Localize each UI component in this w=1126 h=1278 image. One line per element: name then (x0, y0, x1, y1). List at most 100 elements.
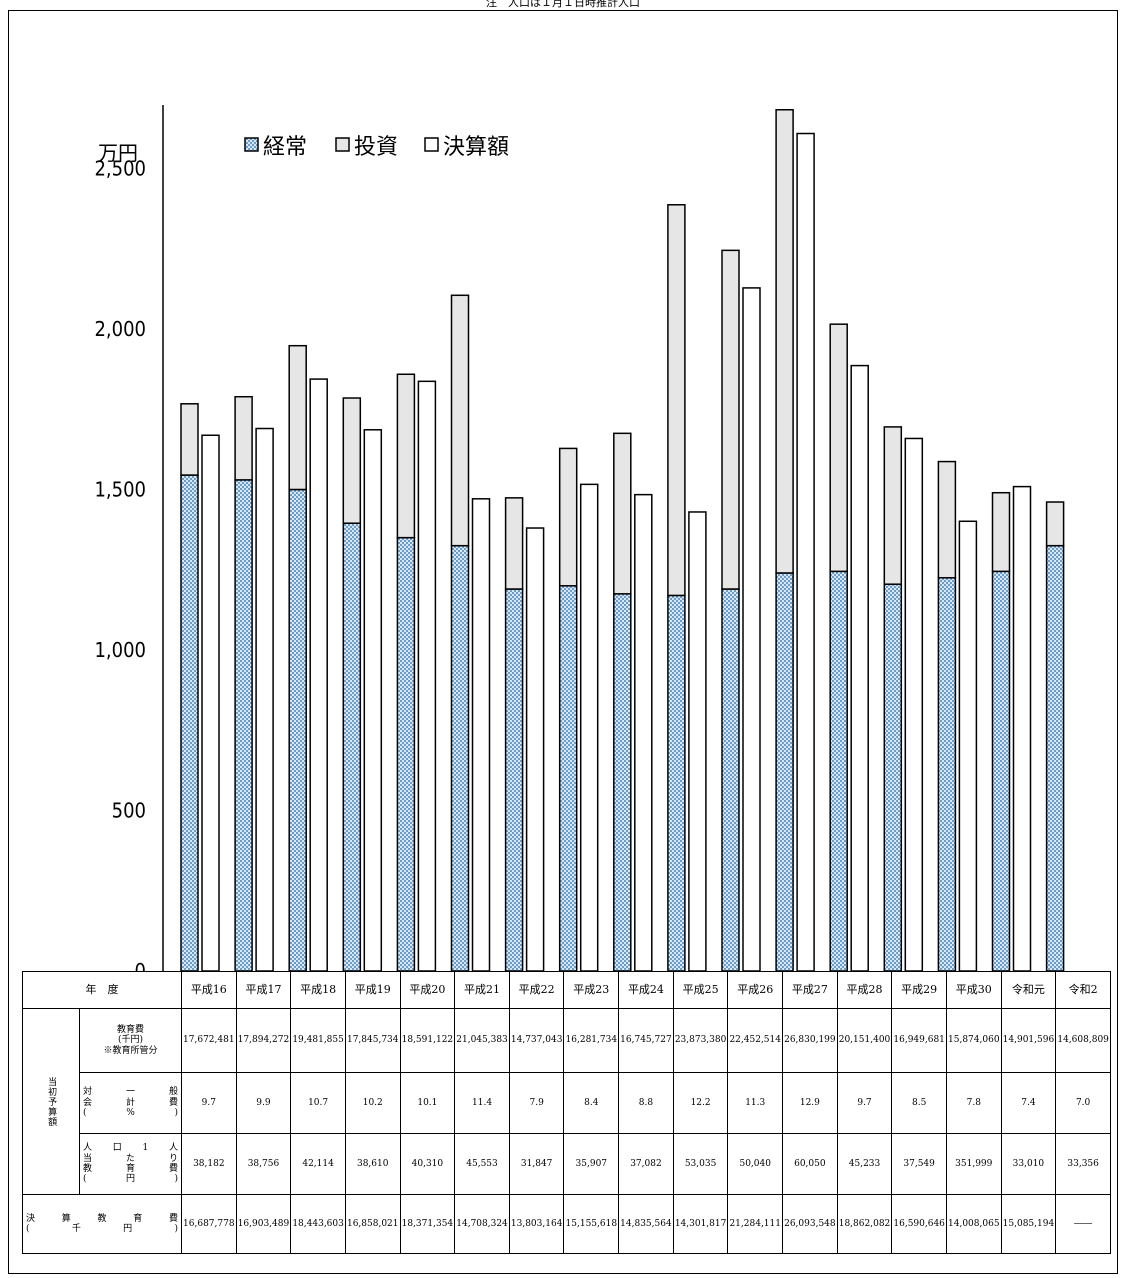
bar-keijo (558, 585, 578, 972)
table-cell: 40,310 (399, 1133, 456, 1195)
bar-keijo (504, 588, 524, 972)
table-cell: 18,371,354 (399, 1194, 456, 1254)
table-cell: 17,845,734 (344, 1008, 401, 1073)
table-cell: 351,999 (945, 1133, 1002, 1195)
budget-group-text: 当初予算額 (46, 1076, 57, 1127)
year-header-cell: 平成25 (672, 971, 729, 1009)
bar-toshi (558, 447, 578, 587)
table-cell: 53,035 (672, 1133, 729, 1195)
table-cell: 50,040 (727, 1133, 784, 1195)
table-cell: 13,803,164 (508, 1194, 565, 1254)
bar-kessan (850, 364, 869, 972)
table-row: 対 一 般会 計 費( % ) 9.7 9.9 10.7 10.2 10.1 11.4 7.9… (23, 1072, 1111, 1134)
table-cell: 35,907 (563, 1133, 620, 1195)
table-cell: 12.9 (782, 1072, 838, 1134)
row-label-line: 当 た り (83, 1153, 178, 1164)
table-header-row: 年 度平成16 平成17 平成18 平成19 平成20 平成21 平成22 平成23 平成24 平… (22, 971, 1111, 1009)
table-cell: 26,830,199 (782, 1008, 838, 1073)
table-cell: 45,553 (454, 1133, 510, 1195)
year-header-cell: 平成18 (290, 971, 346, 1009)
bar-kessan (796, 132, 815, 972)
bar-kessan (363, 429, 383, 972)
year-header-cell: 平成16 (181, 971, 237, 1009)
table-cell: 37,082 (618, 1133, 674, 1195)
bar-keijo (937, 577, 957, 972)
table-cell: 20,151,400 (836, 1008, 893, 1073)
table-cell: 10.7 (290, 1072, 346, 1134)
bar-keijo (775, 572, 794, 972)
table-cell: 15,155,618 (563, 1194, 620, 1254)
y-tick-label: 0 (135, 960, 146, 980)
table-cell: 7.8 (945, 1072, 1002, 1134)
table-cell: 14,737,043 (508, 1008, 565, 1073)
bar-keijo (288, 488, 307, 972)
table-cell: 18,443,603 (290, 1194, 346, 1254)
bar-keijo (829, 570, 848, 972)
bar-kessan (525, 527, 545, 972)
table-cell: 21,045,383 (454, 1008, 510, 1073)
table-cell: 10.2 (344, 1072, 401, 1134)
table-cell: 18,862,082 (836, 1194, 893, 1254)
bar-toshi (504, 497, 524, 590)
row-label-line: 対 一 般 (83, 1087, 178, 1098)
table-cell: 42,114 (290, 1133, 346, 1195)
year-header-cell: 平成28 (836, 971, 893, 1009)
bar-keijo (396, 536, 416, 972)
bar-toshi (342, 397, 362, 524)
row-label-line: 教 育 費 (83, 1164, 178, 1174)
bar-kessan (688, 511, 707, 972)
legend-label: 決算額 (443, 135, 509, 160)
table-cell: 38,756 (235, 1133, 292, 1195)
bar-toshi (667, 204, 686, 597)
year-header-cell: 平成26 (727, 971, 784, 1009)
table-cell: 33,356 (1055, 1133, 1111, 1195)
table-cell: 26,093,548 (782, 1194, 838, 1254)
row-label-line: ( 円 ) (83, 1174, 178, 1185)
table-cell: 16,858,021 (344, 1194, 401, 1254)
bar-kessan (904, 437, 924, 972)
table-cell: 14,008,065 (945, 1194, 1002, 1254)
year-header-cell: 平成23 (563, 971, 620, 1009)
table-cell: 38,182 (181, 1133, 237, 1195)
bar-toshi (396, 373, 416, 539)
row-label: 対 一 般会 計 費( % ) (79, 1072, 182, 1134)
table-cell: 33,010 (1000, 1133, 1057, 1195)
year-header-cell: 平成29 (891, 971, 947, 1009)
row-label-line: 会 計 費 (83, 1097, 178, 1108)
y-axis-unit: 万円 (98, 141, 138, 165)
bar-kessan (579, 483, 599, 972)
bar-kessan (1012, 485, 1032, 972)
table-cell: 8.8 (618, 1072, 674, 1134)
row-label-line: 人 口 1 人 (83, 1143, 178, 1154)
bar-toshi (991, 491, 1011, 573)
table-cell: 14,301,817 (672, 1194, 729, 1254)
bar-kessan (309, 378, 328, 972)
bar-kessan (634, 493, 653, 972)
bar-kessan (742, 287, 761, 972)
bar-kessan (958, 520, 978, 972)
bar-toshi (721, 249, 740, 590)
table-row: 当初予算額 教育費 (千円) ※教育所管分 17,672,481 17,894,272… (22, 1008, 1111, 1195)
table-cell: 8.5 (891, 1072, 947, 1134)
bar-toshi (288, 344, 307, 491)
row-label: 人 口 1 人当 た り教 育 費( 円 ) (79, 1133, 182, 1195)
bar-toshi (234, 395, 253, 481)
table-cell: 16,687,778 (181, 1194, 237, 1254)
table-cell: 14,835,564 (618, 1194, 674, 1254)
table-cell: 16,903,489 (235, 1194, 292, 1254)
year-header-cell: 平成24 (618, 971, 674, 1009)
education-stats-table: 年 度平成16 平成17 平成18 平成19 平成20 平成21 平成22 平成23 平成24 平… (22, 971, 1111, 1254)
bar-kessan (201, 434, 220, 972)
table-cell: 19,481,855 (290, 1008, 346, 1073)
year-header-cell: 平成19 (344, 971, 401, 1009)
bar-keijo (342, 522, 362, 972)
bar-toshi (613, 432, 632, 595)
table-cell: 9.7 (836, 1072, 893, 1134)
population-note: 注 人口は１月１日時推計人口 (486, 0, 640, 9)
table-cell: 14,901,596 (1000, 1008, 1057, 1073)
table-cell: 7.4 (1000, 1072, 1057, 1134)
year-header-cell: 平成17 (235, 971, 292, 1009)
bar-kessan (417, 380, 437, 972)
table-cell: 15,874,060 (945, 1008, 1002, 1073)
year-header-cell: 令和元 (1000, 971, 1057, 1009)
